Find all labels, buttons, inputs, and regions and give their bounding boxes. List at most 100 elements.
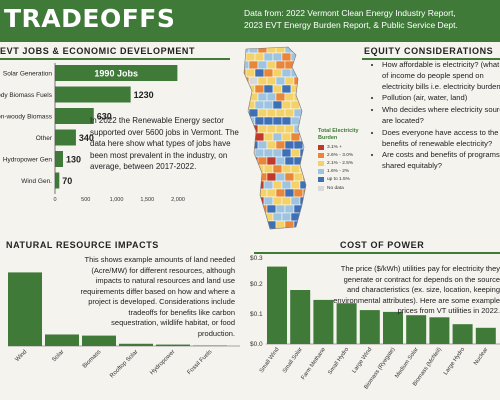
map-town-cell bbox=[266, 156, 277, 166]
resources-heading: NATURAL RESOURCE IMPACTS bbox=[6, 240, 159, 250]
legend-entry: 1.6% - 2% bbox=[318, 168, 374, 176]
map-town-cell bbox=[263, 84, 274, 94]
map-town-cell bbox=[254, 84, 265, 94]
map-town-cell bbox=[244, 92, 250, 102]
legend-label: 3.1% + bbox=[327, 144, 343, 150]
jobs-heading: EVT JOBS & ECONOMIC DEVELOPMENT bbox=[0, 46, 196, 56]
map-town-cell bbox=[275, 124, 286, 134]
map-town-cell bbox=[245, 52, 256, 62]
map-town-cell bbox=[284, 204, 295, 214]
equity-bullet: Does everyone have access to the benefit… bbox=[382, 128, 500, 150]
map-town-cell bbox=[302, 92, 306, 102]
map-town-cell bbox=[290, 132, 301, 142]
map-town-cell bbox=[245, 116, 256, 126]
map-town-cell bbox=[257, 92, 268, 102]
jobs-data-label: 130 bbox=[66, 155, 81, 165]
map-legend-title-1: Total Electricity bbox=[318, 128, 359, 134]
power-category-label: Small Solar bbox=[282, 347, 304, 375]
map-town-cell bbox=[244, 132, 247, 142]
map-town-cell bbox=[244, 212, 247, 222]
map-town-cell bbox=[266, 204, 277, 214]
map-town-cell bbox=[284, 172, 295, 182]
land-bar bbox=[45, 334, 79, 346]
map-town-cell bbox=[290, 164, 301, 174]
map-town-cell bbox=[275, 60, 286, 70]
map-town-cell bbox=[263, 100, 274, 110]
power-bar bbox=[267, 266, 287, 344]
power-bar bbox=[313, 299, 334, 344]
land-category-label: Wind bbox=[15, 349, 29, 363]
map-town-cell bbox=[272, 212, 283, 222]
map-town-cell bbox=[266, 140, 277, 150]
land-category-label: Rooftop Solar bbox=[109, 349, 139, 379]
legend-swatch bbox=[318, 144, 324, 150]
map-legend: Total Electricity Burden 3.1% + 2.6% - 3.… bbox=[318, 128, 374, 192]
map-town-cell bbox=[290, 228, 301, 229]
map-town-cell bbox=[275, 140, 286, 150]
jobs-category-label: Solar Generation bbox=[3, 71, 53, 78]
map-town-cell bbox=[257, 76, 268, 86]
map-town-cell bbox=[293, 92, 304, 102]
map-town-cell bbox=[293, 47, 304, 54]
legend-swatch bbox=[318, 169, 324, 175]
map-town-cell bbox=[248, 124, 259, 134]
map-town-cell bbox=[281, 228, 292, 229]
map-town-cell bbox=[257, 60, 268, 70]
power-tick-label: $0.2 bbox=[250, 281, 263, 288]
map-town-cell bbox=[244, 196, 247, 206]
map-town-cell bbox=[293, 60, 304, 70]
map-town-cell bbox=[245, 212, 256, 222]
map-town-cell bbox=[284, 140, 295, 150]
map-town-cell bbox=[299, 148, 306, 158]
jobs-tick-label: 0 bbox=[53, 197, 56, 203]
legend-swatch bbox=[318, 185, 324, 191]
map-town-cell bbox=[290, 68, 301, 78]
power-category-label: Large Wind bbox=[352, 347, 374, 375]
map-town-cell bbox=[244, 180, 247, 190]
map-town-cell bbox=[257, 172, 268, 182]
map-town-cell bbox=[272, 52, 283, 62]
map-town-cell bbox=[272, 180, 283, 190]
power-category-label: Large Hydro bbox=[443, 347, 466, 377]
power-bar bbox=[290, 290, 311, 344]
map-town-cell bbox=[272, 196, 283, 206]
map-town-cell bbox=[284, 76, 295, 86]
map-town-cell bbox=[244, 148, 247, 158]
power-heading: COST OF POWER bbox=[340, 240, 425, 250]
map-town-cell bbox=[245, 132, 256, 142]
equity-heading-rule bbox=[362, 58, 500, 60]
map-town-cell bbox=[284, 108, 295, 118]
jobs-bar bbox=[55, 86, 131, 103]
jobs-data-label: 630 bbox=[97, 112, 112, 122]
map-town-cell bbox=[244, 116, 247, 126]
map-town-cell bbox=[263, 132, 274, 142]
vermont-electricity-burden-map bbox=[243, 46, 307, 230]
map-state-outline bbox=[243, 46, 307, 230]
jobs-bar bbox=[55, 172, 60, 189]
map-town-cell bbox=[248, 172, 259, 182]
jobs-category-label: Other bbox=[36, 135, 53, 142]
legend-label: 2.1% - 2.5% bbox=[327, 160, 354, 166]
map-town-cell bbox=[275, 172, 286, 182]
map-town-cell bbox=[245, 164, 256, 174]
map-town-cell bbox=[284, 124, 295, 134]
map-town-cell bbox=[248, 204, 259, 214]
jobs-heading-rule bbox=[0, 58, 230, 60]
map-town-cell bbox=[290, 84, 301, 94]
map-town-cell bbox=[244, 204, 250, 214]
map-town-cell bbox=[299, 196, 306, 206]
map-town-cell bbox=[284, 188, 295, 198]
map-town-cell bbox=[302, 108, 306, 118]
map-town-cell bbox=[263, 212, 274, 222]
map-town-cell bbox=[302, 60, 306, 70]
power-bar bbox=[406, 315, 427, 344]
map-legend-title-2: Burden bbox=[318, 134, 338, 141]
map-town-cell bbox=[290, 148, 301, 158]
map-town-cell bbox=[299, 212, 306, 222]
map-town-cell bbox=[302, 156, 306, 166]
land-category-label: Hydropower bbox=[149, 349, 176, 376]
power-bar bbox=[452, 324, 473, 344]
power-bar bbox=[429, 317, 450, 344]
map-town-cell bbox=[254, 116, 265, 126]
equity-bullet: Who decides where electricity sources ar… bbox=[382, 105, 500, 127]
